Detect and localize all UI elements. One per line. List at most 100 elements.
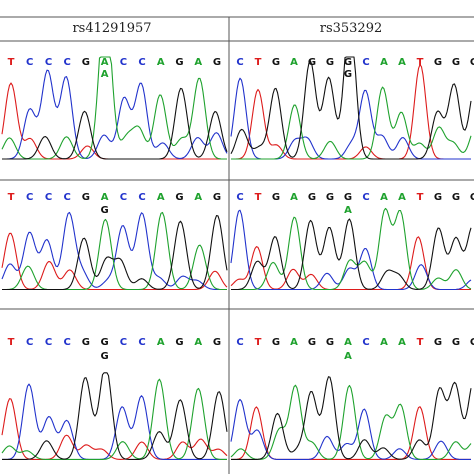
base-call: A <box>101 57 109 68</box>
variant-base-call: G <box>100 351 108 362</box>
chromatogram-trace <box>1 211 227 291</box>
base-call: G <box>470 192 474 203</box>
base-call: G <box>100 337 108 348</box>
base-call: A <box>380 192 388 203</box>
variant-base-call: G <box>100 205 108 216</box>
base-call: C <box>26 57 33 68</box>
base-call: G <box>326 337 334 348</box>
base-call: A <box>290 192 298 203</box>
chromatogram-trace <box>2 211 227 291</box>
base-call: C <box>362 57 369 68</box>
chromatogram-trace <box>1 82 227 160</box>
base-call: T <box>8 192 15 203</box>
base-call: T <box>255 337 262 348</box>
chromatogram-trace <box>2 87 228 160</box>
base-call: C <box>120 57 127 68</box>
base-call: G <box>213 57 221 68</box>
base-call: C <box>138 57 145 68</box>
base-call: T <box>8 337 15 348</box>
chromatogram-trace <box>231 376 472 460</box>
variant-base-call: A <box>101 69 109 80</box>
base-call: G <box>434 337 442 348</box>
base-call: A <box>344 337 352 348</box>
chromatogram-panel: CTGAGGGCAATGGGA <box>230 192 474 291</box>
base-call: G <box>308 57 316 68</box>
base-call: A <box>194 192 202 203</box>
base-call: G <box>272 192 280 203</box>
base-call: C <box>45 337 52 348</box>
chromatogram-trace <box>2 372 228 460</box>
chromatogram-trace <box>231 207 472 291</box>
variant-base-call: A <box>344 351 352 362</box>
chromatogram-panel: T C C C G A C C A G A GA <box>1 56 228 160</box>
chromatogram-trace <box>2 383 227 460</box>
base-call: C <box>120 337 127 348</box>
chromatogram-trace <box>2 215 228 291</box>
base-call: T <box>417 337 424 348</box>
base-call: C <box>120 192 127 203</box>
base-call: G <box>434 192 442 203</box>
base-call: G <box>82 337 90 348</box>
base-call: C <box>45 192 52 203</box>
chromatogram-trace <box>1 398 228 460</box>
base-call: C <box>138 192 145 203</box>
base-call: A <box>380 337 388 348</box>
chromatogram-panel: CTGAGGGCAATGGGG <box>230 56 474 160</box>
variant-base-call: G <box>344 69 352 80</box>
base-call: C <box>26 337 33 348</box>
base-call: T <box>417 57 424 68</box>
base-call: C <box>362 337 369 348</box>
base-call: G <box>452 337 460 348</box>
base-call: C <box>64 192 71 203</box>
base-call: T <box>255 57 262 68</box>
base-call: C <box>236 337 243 348</box>
chromatogram-panel: T C C C G A C C A G A GG <box>1 192 228 291</box>
base-call: C <box>64 337 71 348</box>
base-call: C <box>138 337 145 348</box>
base-call: C <box>45 57 52 68</box>
base-call: A <box>157 192 165 203</box>
base-call: A <box>398 337 406 348</box>
base-call: C <box>236 192 243 203</box>
base-call: G <box>308 337 316 348</box>
base-call: A <box>157 337 165 348</box>
base-call: A <box>398 57 406 68</box>
base-call: G <box>272 337 280 348</box>
base-call: A <box>101 192 109 203</box>
base-call: T <box>8 57 15 68</box>
base-call: G <box>470 57 474 68</box>
chromatogram-trace <box>231 86 472 160</box>
base-call: A <box>157 57 165 68</box>
base-call: G <box>344 57 352 68</box>
base-call: G <box>82 57 90 68</box>
column-header-rs41291957: rs41291957 <box>72 21 151 36</box>
base-call: G <box>344 192 352 203</box>
base-call: A <box>194 337 202 348</box>
base-call: G <box>175 192 183 203</box>
chromatogram-trace <box>1 378 227 460</box>
chromatogram-trace <box>230 384 472 460</box>
base-call: G <box>272 57 280 68</box>
base-call: G <box>326 192 334 203</box>
base-call: G <box>213 192 221 203</box>
base-call: C <box>362 192 369 203</box>
base-call: G <box>452 57 460 68</box>
column-header-rs353292: rs353292 <box>320 21 383 36</box>
base-call: G <box>213 337 221 348</box>
base-call: C <box>64 57 71 68</box>
base-call: G <box>470 337 474 348</box>
base-call: A <box>194 57 202 68</box>
chromatogram-trace <box>231 218 472 291</box>
base-call: G <box>326 57 334 68</box>
chromatogram-panel: CTGAGGACAATGGGA <box>230 337 474 460</box>
chromatogram-panel: T C C C G G C C A G A GG <box>1 337 228 460</box>
variant-base-call: A <box>344 205 352 216</box>
base-call: A <box>290 57 298 68</box>
figure-grid <box>0 16 474 474</box>
base-call: A <box>290 337 298 348</box>
base-call: G <box>175 57 183 68</box>
base-call: G <box>452 192 460 203</box>
base-call: G <box>434 57 442 68</box>
chromatogram-trace <box>230 398 471 460</box>
base-call: A <box>380 57 388 68</box>
